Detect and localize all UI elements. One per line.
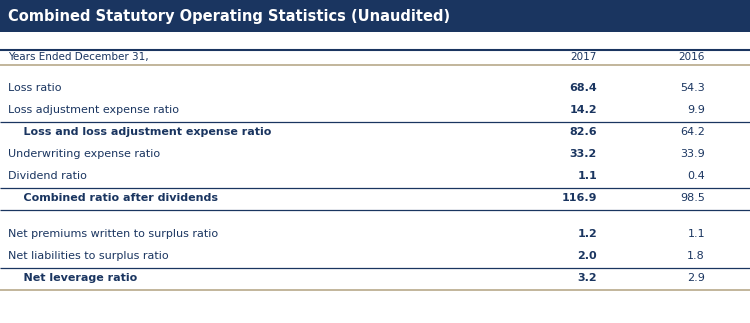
Text: 1.1: 1.1 (578, 171, 597, 181)
Text: 1.2: 1.2 (578, 229, 597, 239)
Text: 33.9: 33.9 (680, 149, 705, 159)
Text: 64.2: 64.2 (680, 127, 705, 137)
Text: Dividend ratio: Dividend ratio (8, 171, 87, 181)
Text: 98.5: 98.5 (680, 193, 705, 203)
FancyBboxPatch shape (0, 0, 750, 32)
Text: 1.8: 1.8 (687, 251, 705, 261)
Text: Net leverage ratio: Net leverage ratio (8, 273, 137, 283)
Text: 9.9: 9.9 (687, 105, 705, 115)
Text: 2016: 2016 (679, 52, 705, 62)
Text: 14.2: 14.2 (569, 105, 597, 115)
Text: 54.3: 54.3 (680, 83, 705, 93)
Text: 68.4: 68.4 (569, 83, 597, 93)
Text: Net premiums written to surplus ratio: Net premiums written to surplus ratio (8, 229, 218, 239)
Text: Loss and loss adjustment expense ratio: Loss and loss adjustment expense ratio (8, 127, 272, 137)
Text: 3.2: 3.2 (578, 273, 597, 283)
Text: 1.1: 1.1 (687, 229, 705, 239)
Text: 82.6: 82.6 (569, 127, 597, 137)
Text: Net liabilities to surplus ratio: Net liabilities to surplus ratio (8, 251, 169, 261)
Text: Loss adjustment expense ratio: Loss adjustment expense ratio (8, 105, 179, 115)
Text: Combined ratio after dividends: Combined ratio after dividends (8, 193, 218, 203)
Text: 116.9: 116.9 (562, 193, 597, 203)
Text: 33.2: 33.2 (570, 149, 597, 159)
Text: 2017: 2017 (571, 52, 597, 62)
Text: Years Ended December 31,: Years Ended December 31, (8, 52, 148, 62)
Text: Loss ratio: Loss ratio (8, 83, 62, 93)
Text: 2.0: 2.0 (578, 251, 597, 261)
Text: Underwriting expense ratio: Underwriting expense ratio (8, 149, 160, 159)
Text: Combined Statutory Operating Statistics (Unaudited): Combined Statutory Operating Statistics … (8, 8, 450, 24)
Text: 0.4: 0.4 (687, 171, 705, 181)
Text: 2.9: 2.9 (687, 273, 705, 283)
